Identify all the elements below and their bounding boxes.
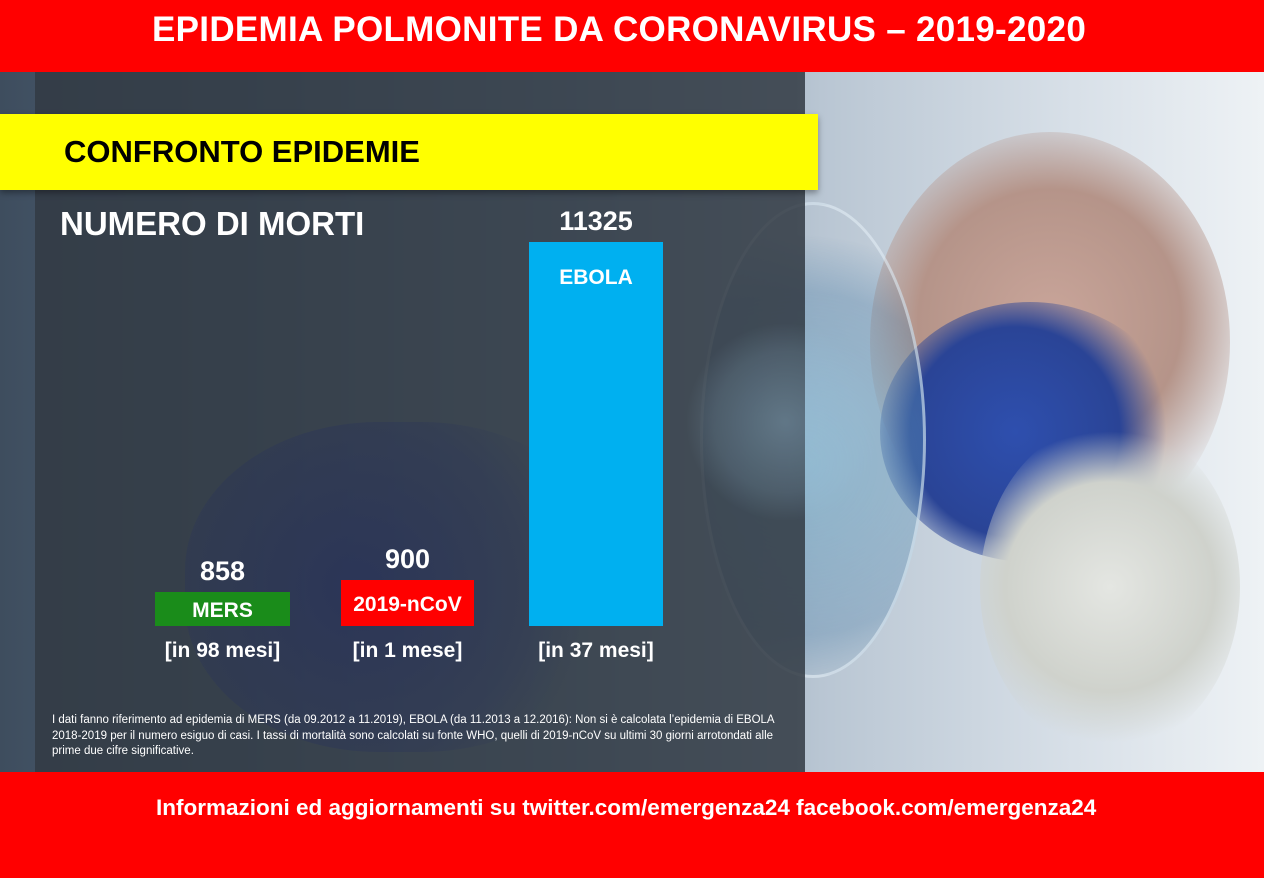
subtitle: CONFRONTO EPIDEMIE — [64, 134, 420, 169]
footnote: I dati fanno riferimento ad epidemia di … — [52, 714, 774, 757]
period-label-mers: [in 98 mesi] — [165, 639, 281, 662]
period-label-2019-ncov: [in 1 mese] — [353, 639, 463, 662]
section-heading: NUMERO DI MORTI — [60, 205, 365, 242]
value-label-ebola: 11325 — [559, 206, 633, 236]
bar-label-2019-ncov: 2019-nCoV — [353, 593, 462, 616]
value-label-mers: 858 — [200, 556, 245, 586]
bar-2019-ncov — [341, 580, 474, 626]
value-label-2019-ncov: 900 — [385, 544, 430, 574]
photo-virus — [685, 322, 885, 522]
page-title: EPIDEMIA POLMONITE DA CORONAVIRUS – 2019… — [152, 10, 1087, 49]
title-banner: EPIDEMIA POLMONITE DA CORONAVIRUS – 2019… — [0, 0, 1264, 72]
bar-label-mers: MERS — [192, 599, 253, 622]
footer-links: Informazioni ed aggiornamenti su twitter… — [156, 795, 1097, 820]
bar-label-ebola: EBOLA — [559, 266, 633, 289]
photo-mask-filter — [980, 422, 1240, 752]
bar-ebola — [529, 242, 663, 626]
subtitle-bar: CONFRONTO EPIDEMIE — [0, 114, 818, 190]
footer-banner: Informazioni ed aggiornamenti su twitter… — [0, 772, 1264, 878]
bar-mers — [155, 592, 290, 626]
period-label-ebola: [in 37 mesi] — [538, 639, 654, 662]
